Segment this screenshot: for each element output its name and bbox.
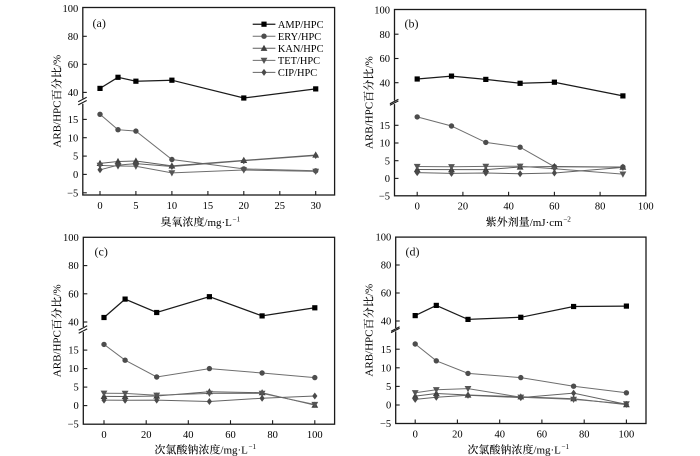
svg-text:TET/HPC: TET/HPC — [278, 56, 320, 67]
svg-text:60: 60 — [537, 429, 548, 440]
svg-text:10: 10 — [381, 363, 392, 374]
svg-text:15: 15 — [203, 201, 214, 212]
svg-text:/mJ·cm: /mJ·cm — [530, 217, 563, 229]
svg-text:100: 100 — [375, 233, 391, 244]
svg-text:15: 15 — [68, 346, 79, 357]
svg-text:80: 80 — [380, 30, 391, 41]
svg-text:10: 10 — [68, 133, 79, 144]
svg-text:100: 100 — [307, 430, 323, 441]
svg-text:40: 40 — [494, 429, 505, 440]
svg-text:15: 15 — [381, 345, 392, 356]
svg-text:ARB/HPC: ARB/HPC — [364, 102, 376, 149]
svg-text:60: 60 — [68, 60, 79, 71]
svg-text:5: 5 — [74, 383, 79, 394]
svg-text:0: 0 — [386, 401, 391, 412]
svg-text:80: 80 — [579, 429, 590, 440]
svg-text:−5: −5 — [67, 188, 78, 199]
svg-text:−2: −2 — [563, 216, 571, 224]
svg-text:(a): (a) — [93, 16, 106, 30]
svg-text:(b): (b) — [405, 17, 419, 31]
svg-text:10: 10 — [380, 139, 391, 150]
svg-text:10: 10 — [68, 364, 79, 375]
svg-text:/mg·L: /mg·L — [220, 445, 248, 456]
svg-text:ARB/HPC: ARB/HPC — [52, 330, 64, 377]
svg-text:/mg·L: /mg·L — [204, 217, 232, 229]
svg-text:5: 5 — [133, 201, 138, 212]
svg-text:ARB/HPC: ARB/HPC — [364, 330, 376, 377]
svg-text:40: 40 — [68, 88, 79, 99]
svg-text:25: 25 — [275, 201, 286, 212]
svg-text:5: 5 — [386, 382, 391, 393]
svg-text:0: 0 — [415, 202, 420, 213]
svg-text:(c): (c) — [95, 245, 108, 259]
svg-text:30: 30 — [310, 201, 321, 212]
svg-text:ERY/HPC: ERY/HPC — [278, 32, 321, 43]
svg-text:10: 10 — [167, 201, 178, 212]
svg-text:0: 0 — [97, 201, 102, 212]
svg-text:15: 15 — [380, 121, 391, 132]
svg-text:5: 5 — [385, 156, 390, 167]
svg-text:0: 0 — [73, 170, 78, 181]
svg-text:80: 80 — [595, 202, 606, 213]
svg-text:0: 0 — [413, 429, 418, 440]
svg-text:−1: −1 — [561, 443, 569, 451]
svg-text:/mg·L: /mg·L — [533, 445, 561, 456]
svg-text:0: 0 — [385, 174, 390, 185]
svg-text:−5: −5 — [380, 419, 391, 430]
svg-text:100: 100 — [638, 202, 654, 213]
svg-text:60: 60 — [381, 289, 392, 300]
svg-text:80: 80 — [68, 32, 79, 43]
svg-text:−1: −1 — [248, 443, 256, 451]
svg-text:40: 40 — [503, 202, 514, 213]
svg-text:/%: /% — [364, 56, 376, 68]
svg-text:−5: −5 — [379, 192, 390, 203]
svg-text:/%: /% — [52, 55, 64, 67]
svg-text:20: 20 — [452, 429, 463, 440]
svg-text:100: 100 — [63, 4, 79, 15]
svg-text:60: 60 — [380, 54, 391, 65]
svg-text:40: 40 — [183, 430, 194, 441]
svg-text:100: 100 — [374, 6, 390, 17]
svg-text:100: 100 — [619, 429, 635, 440]
svg-text:AMP/HPC: AMP/HPC — [278, 20, 324, 31]
svg-text:20: 20 — [458, 202, 469, 213]
svg-text:60: 60 — [225, 430, 236, 441]
svg-text:−5: −5 — [68, 420, 79, 431]
svg-text:5: 5 — [73, 152, 78, 163]
svg-text:20: 20 — [141, 430, 152, 441]
svg-text:40: 40 — [380, 78, 391, 89]
svg-text:80: 80 — [267, 430, 278, 441]
svg-text:100: 100 — [63, 233, 79, 244]
svg-text:80: 80 — [381, 261, 392, 272]
svg-text:ARB/HPC: ARB/HPC — [52, 101, 64, 148]
svg-text:/%: /% — [52, 284, 64, 296]
svg-text:(d): (d) — [406, 245, 420, 259]
svg-text:0: 0 — [74, 401, 79, 412]
svg-text:40: 40 — [381, 317, 392, 328]
svg-text:KAN/HPC: KAN/HPC — [278, 44, 324, 55]
svg-text:60: 60 — [549, 202, 560, 213]
svg-text:/%: /% — [364, 284, 376, 296]
svg-text:40: 40 — [68, 318, 79, 329]
svg-text:15: 15 — [68, 115, 79, 126]
svg-text:CIP/HPC: CIP/HPC — [278, 68, 317, 79]
svg-text:20: 20 — [239, 201, 250, 212]
svg-text:80: 80 — [68, 261, 79, 272]
svg-text:0: 0 — [101, 430, 106, 441]
svg-text:−1: −1 — [232, 216, 240, 224]
svg-text:60: 60 — [68, 289, 79, 300]
